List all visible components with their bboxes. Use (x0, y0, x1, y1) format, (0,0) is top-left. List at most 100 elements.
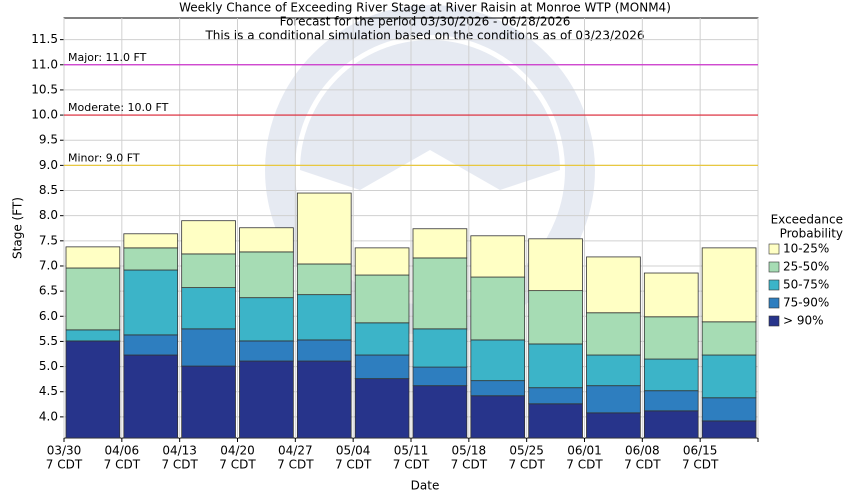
bar-segment (354, 354, 410, 380)
bar-segment (701, 247, 757, 323)
bar-segment (123, 233, 179, 249)
x-tick-sublabel: 7 CDT (219, 458, 256, 472)
x-tick-sublabel: 7 CDT (161, 458, 198, 472)
bar-segment (123, 247, 179, 271)
y-tick-label: 7.0 (39, 258, 58, 272)
x-tick-label: 05/11 (394, 444, 429, 458)
bar-segment (65, 329, 121, 342)
x-tick-label: 05/18 (452, 444, 487, 458)
bar-segment (701, 354, 757, 399)
bar-segment (586, 256, 641, 314)
x-tick-sublabel: 7 CDT (46, 458, 83, 472)
y-tick-label: 6.5 (39, 284, 58, 298)
bar-segment (470, 276, 526, 341)
x-tick-label: 06/08 (625, 444, 660, 458)
bar-segment (701, 420, 757, 439)
x-tick-sublabel: 7 CDT (451, 458, 488, 472)
y-tick-label: 4.0 (39, 409, 58, 423)
x-tick-sublabel: 7 CDT (104, 458, 141, 472)
legend-swatch (768, 297, 780, 309)
x-tick-label: 04/06 (105, 444, 140, 458)
bar-segment (181, 365, 236, 439)
y-tick-label: 8.5 (39, 183, 58, 197)
bar-segment (412, 328, 468, 368)
bar-segment (181, 253, 236, 289)
bar-segment (296, 360, 352, 439)
x-tick-label: 04/27 (278, 444, 313, 458)
threshold-label: Moderate: 10.0 FT (68, 101, 169, 114)
bar-segment (412, 366, 468, 387)
bar-segment (528, 403, 583, 439)
legend-label: 25-50% (783, 260, 829, 274)
bar-segment (586, 312, 641, 356)
bar-segment (296, 192, 352, 265)
bar-segment (528, 387, 583, 405)
bar-segment (586, 354, 641, 387)
bar-segment (239, 340, 294, 362)
bar-segment (643, 358, 699, 392)
y-tick-label: 6.0 (39, 309, 58, 323)
x-tick-sublabel: 7 CDT (508, 458, 545, 472)
bar-segment (412, 385, 468, 439)
bar-segment (123, 334, 179, 356)
legend-swatch (768, 261, 780, 273)
x-tick-sublabel: 7 CDT (682, 458, 719, 472)
legend-title: Exceedance (771, 213, 843, 227)
bar-segment (181, 220, 236, 255)
x-tick-sublabel: 7 CDT (624, 458, 661, 472)
bar-segment (643, 316, 699, 360)
bar-segment (296, 263, 352, 296)
bar-segment (65, 267, 121, 331)
y-tick-label: 4.5 (39, 384, 58, 398)
y-axis-label: Stage (FT) (11, 197, 25, 259)
bar-segment (643, 272, 699, 318)
bar-segment (470, 380, 526, 397)
threshold-label: Minor: 9.0 FT (68, 151, 140, 164)
bar-segment (528, 343, 583, 389)
bar-segment (586, 412, 641, 439)
y-tick-label: 9.5 (39, 133, 58, 147)
bar-segment (239, 227, 294, 253)
x-tick-sublabel: 7 CDT (393, 458, 430, 472)
x-tick-sublabel: 7 CDT (566, 458, 603, 472)
x-tick-label: 04/20 (220, 444, 255, 458)
bar-segment (354, 378, 410, 439)
bar-segment (354, 322, 410, 356)
x-tick-label: 04/13 (162, 444, 197, 458)
legend-label: > 90% (783, 314, 824, 328)
bar-segment (701, 397, 757, 422)
y-tick-label: 5.5 (39, 334, 58, 348)
y-tick-label: 11.5 (31, 32, 58, 46)
x-tick-label: 05/04 (336, 444, 371, 458)
legend-title: Probability (780, 227, 843, 241)
bar-segment (643, 390, 699, 412)
threshold-label: Major: 11.0 FT (68, 51, 147, 64)
chart-title: Forecast for the period 03/30/2026 - 06/… (280, 15, 571, 29)
chart-title: This is a conditional simulation based o… (204, 29, 644, 43)
bar-segment (181, 328, 236, 367)
bar-segment (586, 385, 641, 414)
x-tick-label: 06/01 (567, 444, 602, 458)
y-tick-label: 5.0 (39, 359, 58, 373)
x-tick-label: 06/15 (683, 444, 718, 458)
chart-title: Weekly Chance of Exceeding River Stage a… (179, 1, 671, 15)
legend-label: 10-25% (783, 242, 829, 256)
x-tick-label: 05/25 (509, 444, 544, 458)
bar-segment (239, 251, 294, 299)
legend-swatch (768, 315, 780, 327)
y-tick-label: 10.5 (31, 82, 58, 96)
y-tick-label: 7.5 (39, 233, 58, 247)
bar-segment (354, 247, 410, 276)
legend-swatch (768, 243, 780, 255)
bar-segment (181, 287, 236, 330)
x-axis-label: Date (411, 479, 440, 493)
bar-segment (470, 339, 526, 382)
bar-segment (65, 340, 121, 439)
bar-segment (296, 339, 352, 362)
x-tick-sublabel: 7 CDT (277, 458, 314, 472)
legend-label: 50-75% (783, 278, 829, 292)
x-tick-label: 03/30 (47, 444, 82, 458)
bar-segment (412, 257, 468, 330)
y-tick-label: 10.0 (31, 108, 58, 122)
bar-segment (123, 354, 179, 439)
